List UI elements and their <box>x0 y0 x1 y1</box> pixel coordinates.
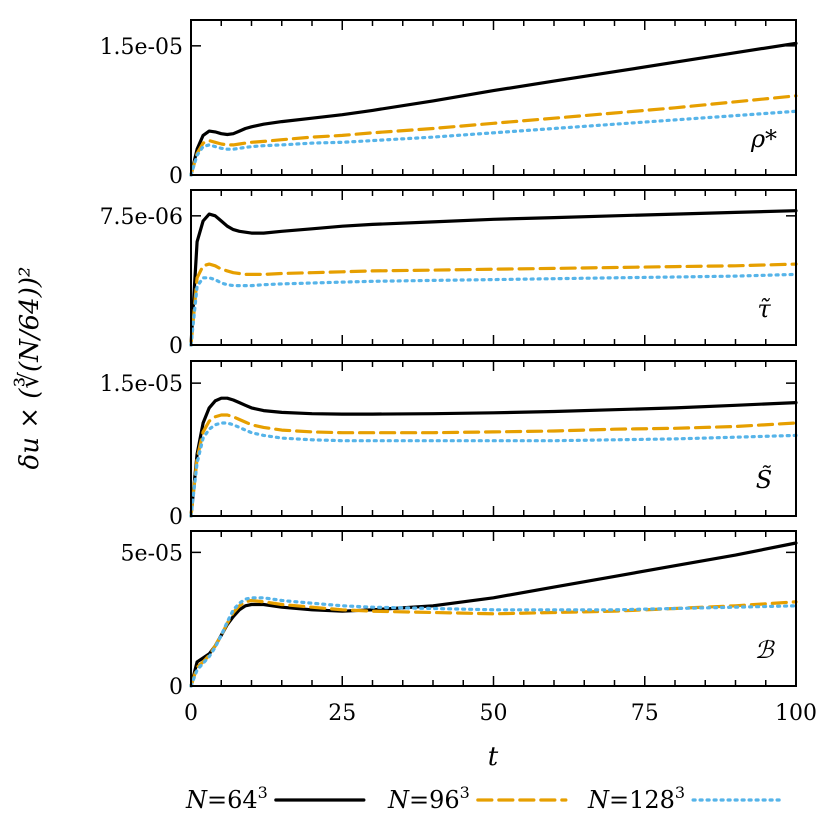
panel-label: ℬ <box>755 636 776 664</box>
legend-label: N=643 <box>185 783 268 814</box>
x-tick-label: 50 <box>480 701 508 726</box>
panel-4: 0 5e-05 ℬ <box>121 530 798 700</box>
series-line-1 <box>189 209 798 347</box>
legend-label: N=963 <box>387 783 470 814</box>
series-line-2 <box>189 262 798 347</box>
series-line-3 <box>189 272 798 347</box>
legend-label: N=1283 <box>587 783 685 814</box>
series-line-1 <box>189 396 798 518</box>
x-axis-title: t <box>488 742 499 772</box>
legend-entry-3: N=1283 <box>587 783 783 814</box>
series-line-2 <box>189 94 798 177</box>
panel-frame <box>190 19 797 176</box>
panel-1: 0 1.5e-05 ρ* <box>100 19 798 189</box>
y-tick-label: 0 <box>169 505 183 530</box>
series-line-3 <box>189 421 798 518</box>
series-line-3 <box>189 596 798 688</box>
panel-3: 0 1.5e-05 S̃ <box>100 360 798 530</box>
x-tick-label: 75 <box>631 701 659 726</box>
legend: N=643 N=963 N=1283 <box>185 783 783 814</box>
y-tick-label: 1.5e-05 <box>100 372 183 397</box>
y-axis-title-group: δu × (∛(N/64))² <box>13 267 45 470</box>
panel-2: 0 7.5e-06 τ̃ <box>100 189 798 359</box>
panel-label: τ̃ <box>757 295 771 323</box>
legend-entry-2: N=963 <box>387 783 568 814</box>
y-tick-label: 0 <box>169 334 183 359</box>
series-line-3 <box>189 109 798 177</box>
y-tick-label: 0 <box>169 675 183 700</box>
x-tick-label: 25 <box>328 701 356 726</box>
x-tick-label: 100 <box>775 701 817 726</box>
y-tick-label: 5e-05 <box>121 541 183 566</box>
x-tick-label: 0 <box>184 701 198 726</box>
series-line-2 <box>189 413 798 518</box>
x-axis: 0 25 50 75 100 <box>184 701 817 726</box>
series-line-2 <box>189 598 798 688</box>
legend-entry-1: N=643 <box>185 783 366 814</box>
series-line-1 <box>189 41 798 177</box>
chart-panels: 0 1.5e-05 ρ* 0 7.5e-06 τ̃ 0 1.5e-05 S̃ 0 5e-05 ℬ <box>100 19 798 700</box>
y-tick-label: 7.5e-06 <box>100 205 183 230</box>
panel-label: S̃ <box>756 466 772 494</box>
y-axis-title: δu × (∛(N/64))² <box>13 267 45 470</box>
y-tick-label: 0 <box>169 164 183 189</box>
panel-label: ρ* <box>750 125 777 153</box>
y-tick-label: 1.5e-05 <box>100 35 183 60</box>
